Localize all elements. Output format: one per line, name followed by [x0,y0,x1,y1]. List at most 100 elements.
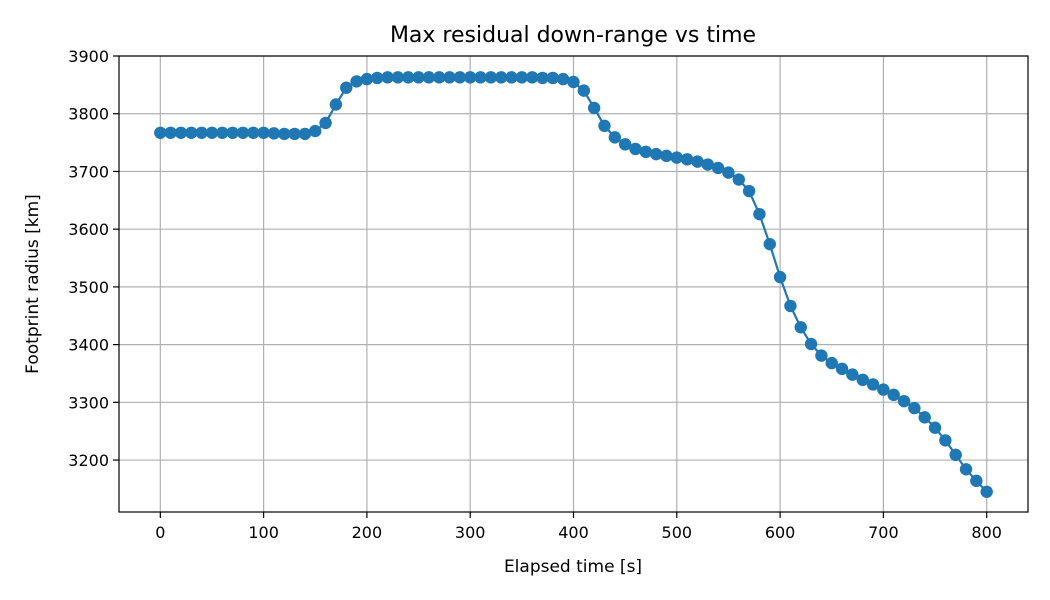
y-tick-label: 3900 [68,47,109,66]
data-point [515,71,529,84]
data-point [329,98,343,111]
x-tick-label: 800 [971,523,1002,542]
data-point [577,84,591,97]
data-point [298,127,312,141]
data-point [949,448,962,462]
data-point [226,126,239,139]
data-point [691,155,704,168]
x-axis-label: Elapsed time [s] [504,557,642,577]
data-point [340,81,353,94]
data-point [216,126,229,139]
data-point [742,184,756,198]
data-point [908,401,921,415]
data-point [887,388,900,402]
data-point [877,383,890,396]
data-point [484,71,498,84]
x-tick-label: 700 [868,523,899,542]
chart-title: Max residual down-range vs time [390,23,756,48]
data-point [412,71,425,84]
data-point [825,356,838,370]
data-point [794,321,807,334]
data-point [670,151,683,164]
data-point [711,161,725,175]
data-point [236,126,250,139]
x-tick-label: 200 [352,523,383,542]
data-point [433,71,446,84]
data-point [453,71,467,84]
data-point [556,72,570,86]
data-point [804,337,818,351]
data-point [505,71,518,84]
data-point [918,411,931,424]
data-point [381,71,394,84]
axis-ticks: 0 100 200 300 400 500 600 700 800 3200 3300 3400 350… [68,47,1002,542]
y-tick-label: 3700 [68,162,109,181]
data-point [587,101,601,115]
data-point [835,362,849,376]
data-point [278,127,291,141]
data-point [536,71,549,85]
data-point [525,71,539,84]
data-point [567,75,580,89]
data-point [897,394,911,408]
data-point [443,71,456,84]
data-point [402,71,415,84]
data-point [639,145,653,159]
data-point [970,474,983,488]
data-point [773,270,787,284]
data-point [164,126,177,139]
data-point [174,126,188,139]
data-point [763,237,776,251]
data-point [371,71,384,85]
data-point [618,138,632,151]
data-point [680,153,694,166]
data-point [288,127,301,141]
data-point [546,71,560,85]
data-point [649,147,663,161]
data-point [598,119,611,133]
y-tick-label: 3500 [68,278,109,297]
series-layer [154,71,993,498]
data-point [257,126,270,139]
data-point [701,158,714,171]
data-point [939,434,952,447]
data-point [928,421,942,434]
data-point [660,149,673,163]
data-point [866,378,880,391]
data-point [154,126,167,139]
data-point [309,124,322,138]
x-tick-label: 400 [558,523,589,542]
y-tick-label: 3600 [68,220,109,239]
data-point [474,71,487,84]
data-point [722,166,735,179]
data-point [360,72,374,86]
y-tick-label: 3400 [68,336,109,355]
data-point [422,71,436,84]
data-point [247,126,260,139]
x-tick-label: 500 [662,523,693,542]
data-point [732,173,745,186]
x-tick-label: 600 [765,523,796,542]
x-tick-label: 0 [155,523,165,542]
data-point [494,71,508,84]
data-point [629,142,642,156]
data-point [980,485,993,498]
data-point [856,373,869,387]
data-point [753,207,766,221]
y-axis-label: Footprint radius [km] [23,194,43,374]
data-point [608,131,622,144]
data-point [391,71,405,84]
y-tick-label: 3800 [68,105,109,124]
data-point [464,71,477,84]
data-point [846,368,859,381]
data-point [195,126,208,139]
x-tick-label: 100 [248,523,279,542]
y-tick-label: 3300 [68,393,109,412]
data-point [205,126,219,139]
data-point [185,126,198,139]
x-tick-label: 300 [455,523,486,542]
data-point [959,463,973,476]
data-point [350,75,363,88]
